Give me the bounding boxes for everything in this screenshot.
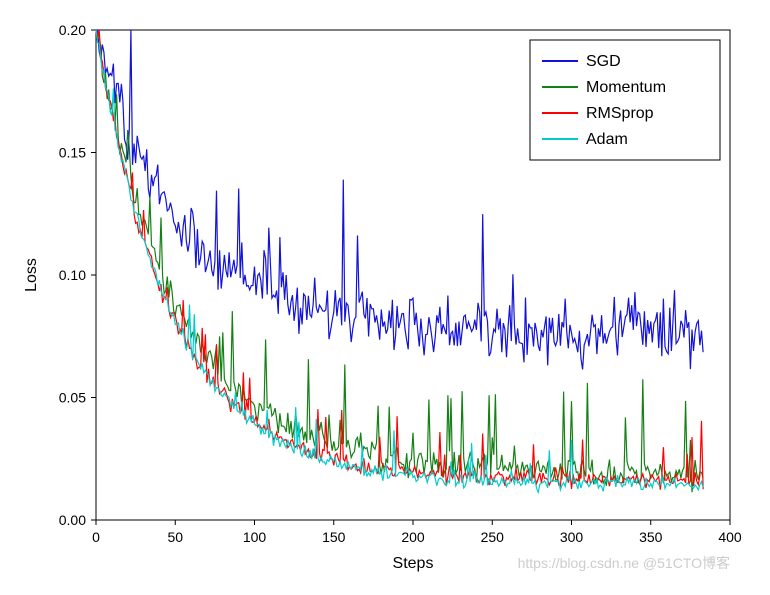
svg-text:200: 200: [401, 529, 425, 545]
svg-text:100: 100: [243, 529, 267, 545]
x-axis-label: Steps: [393, 555, 434, 572]
svg-text:50: 50: [167, 529, 183, 545]
loss-chart: 0 50 100 150 200 250 300 350 400 0.00 0.05 0.10 0.1…: [0, 0, 770, 590]
watermark-text: https://blog.csdn.ne @51CTO博客: [518, 555, 730, 571]
svg-text:350: 350: [639, 529, 663, 545]
legend-label-sgd: SGD: [586, 53, 621, 70]
x-ticks: 0 50 100 150 200 250 300 350 400: [92, 520, 742, 545]
svg-text:250: 250: [481, 529, 505, 545]
y-axis-label: Loss: [23, 258, 40, 292]
legend-label-adam: Adam: [586, 131, 628, 148]
svg-text:400: 400: [718, 529, 742, 545]
legend: SGD Momentum RMSprop Adam: [530, 40, 720, 160]
y-ticks: 0.00 0.05 0.10 0.15 0.20: [59, 22, 96, 528]
svg-text:300: 300: [560, 529, 584, 545]
svg-text:0: 0: [92, 529, 100, 545]
legend-label-momentum: Momentum: [586, 79, 666, 96]
svg-text:0.05: 0.05: [59, 390, 86, 406]
svg-text:0.00: 0.00: [59, 512, 86, 528]
svg-text:0.20: 0.20: [59, 22, 86, 38]
legend-label-rmsprop: RMSprop: [586, 105, 654, 122]
svg-text:0.10: 0.10: [59, 267, 86, 283]
svg-text:0.15: 0.15: [59, 145, 86, 161]
svg-text:150: 150: [322, 529, 346, 545]
